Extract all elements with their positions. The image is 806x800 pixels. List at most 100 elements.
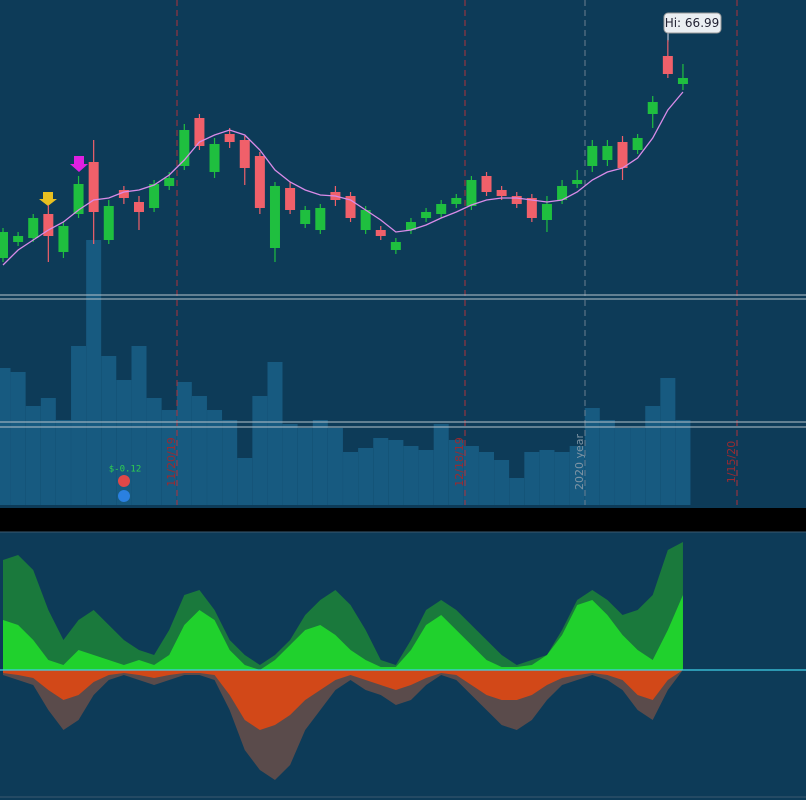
volume-bar (176, 382, 192, 505)
candle-body (541, 204, 552, 220)
candle-body (587, 146, 598, 166)
candle-body (315, 208, 326, 230)
volume-bar (252, 396, 268, 505)
candle-body (194, 118, 205, 146)
volume-bar (207, 410, 223, 505)
candle-body (375, 230, 386, 236)
volume-bar (267, 362, 283, 505)
candle-body (496, 190, 507, 196)
volume-bar (116, 380, 132, 505)
candle-body (179, 130, 190, 166)
volume-bar (630, 428, 646, 505)
volume-bar (161, 410, 177, 505)
volume-bar (297, 428, 313, 505)
candle-body (103, 206, 114, 240)
candle-body (118, 190, 129, 198)
candle-body (58, 226, 69, 252)
volume-bar (131, 346, 147, 505)
high-bubble (663, 12, 722, 34)
volume-bar (599, 420, 615, 505)
volume-bar (448, 440, 464, 505)
volume-bar (584, 408, 600, 505)
volume-bar (237, 458, 253, 505)
volume-bar (524, 452, 540, 505)
volume-bar (373, 438, 389, 505)
volume-bar (660, 378, 676, 505)
candle-body (300, 210, 311, 224)
candle-body (133, 202, 144, 212)
date-marker-label: 2020 year (573, 434, 586, 491)
candle-body (511, 196, 522, 204)
oscillator-area (3, 542, 683, 670)
candle-body (451, 198, 462, 204)
event-icon[interactable] (118, 490, 130, 502)
oscillator-area (3, 670, 683, 730)
back-layer (0, 0, 738, 505)
volume-bar (282, 424, 298, 505)
candle-body (285, 188, 296, 210)
volume-bar (86, 240, 102, 505)
candle-body (224, 134, 235, 142)
candle-body (677, 78, 688, 84)
date-marker-label: 1/15/20 (725, 441, 738, 483)
candle-body (526, 198, 537, 218)
volume-bar (539, 450, 555, 505)
candle-body (28, 218, 39, 238)
volume-bar (40, 398, 56, 505)
volume-bar (433, 424, 449, 505)
volume-bar (312, 420, 328, 505)
candle-body (239, 140, 250, 168)
volume-bar (71, 346, 87, 505)
candle-body (88, 162, 99, 212)
candle-body (647, 102, 658, 114)
event-icon[interactable] (118, 475, 130, 487)
volume-bar (191, 396, 207, 505)
volume-bar (146, 398, 162, 505)
annotation: $-0.12 (109, 465, 142, 475)
volume-bar (388, 440, 404, 505)
date-marker-label: 11/20/19 (165, 437, 178, 486)
candle-body (269, 186, 280, 248)
candle-body (632, 138, 643, 150)
signal-arrow (70, 156, 88, 172)
candle-body (149, 184, 160, 208)
candle-body (0, 232, 8, 258)
volume-bar (343, 452, 359, 505)
volume-bar (569, 446, 585, 505)
volume-bar (675, 420, 691, 505)
candle-body (662, 56, 673, 74)
candle-body (617, 142, 628, 168)
signal-arrow (39, 192, 57, 206)
candle-body (421, 212, 432, 218)
volume-bar (25, 406, 41, 505)
candle-body (164, 178, 175, 186)
volume-bar (358, 448, 374, 505)
oscillator-area (3, 595, 683, 670)
candle-body (572, 180, 583, 184)
candle-body (557, 186, 568, 200)
candle-body (43, 214, 54, 236)
volume-bar (494, 460, 510, 505)
candle-body (209, 144, 220, 172)
volume-bar (10, 372, 26, 505)
candle-body (481, 176, 492, 192)
candle-body (405, 222, 416, 230)
volume-bar (554, 452, 570, 505)
volume-bar (418, 450, 434, 505)
volume-bar (463, 446, 479, 505)
volume-bar (101, 356, 117, 505)
candle-body (436, 204, 447, 214)
candle-body (13, 236, 24, 242)
moving-average (2, 91, 684, 266)
volume-bar (479, 452, 495, 505)
volume-bar (509, 478, 525, 505)
candle-body (345, 196, 356, 218)
panel-divider (0, 508, 806, 532)
candle-body (360, 210, 371, 230)
date-marker-label: 12/18/19 (453, 437, 466, 486)
high-label: Hi: 66.99 (665, 16, 720, 30)
volume-bar (615, 428, 631, 505)
candle-body (390, 242, 401, 250)
